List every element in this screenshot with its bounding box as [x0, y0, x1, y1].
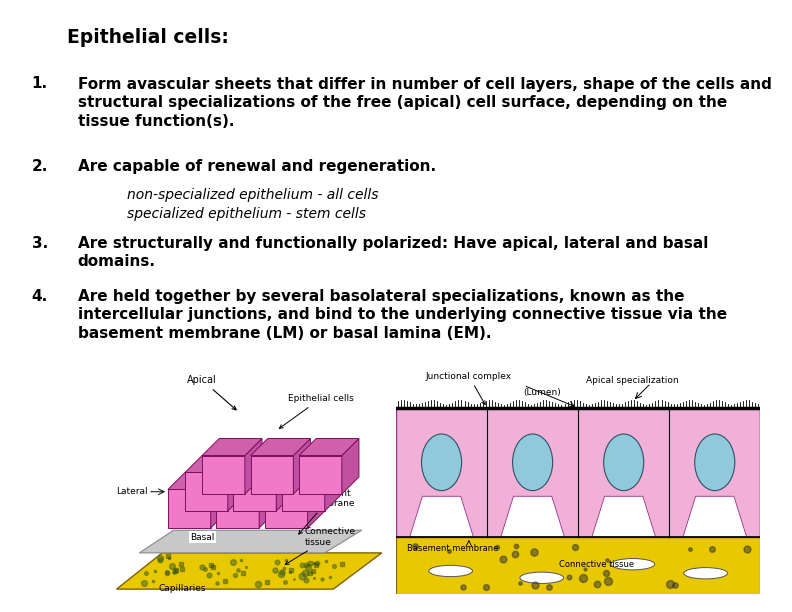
Text: Capillaries: Capillaries: [158, 583, 206, 592]
Polygon shape: [265, 472, 325, 490]
Text: Form avascular sheets that differ in number of cell layers, shape of the cells a: Form avascular sheets that differ in num…: [78, 76, 771, 129]
Polygon shape: [396, 408, 760, 537]
Ellipse shape: [604, 434, 644, 491]
Polygon shape: [228, 455, 245, 511]
Polygon shape: [234, 455, 293, 472]
Polygon shape: [245, 439, 262, 494]
Polygon shape: [265, 490, 307, 528]
Polygon shape: [139, 530, 362, 553]
Polygon shape: [282, 455, 342, 472]
Text: 4.: 4.: [32, 289, 48, 304]
Polygon shape: [396, 537, 760, 594]
Text: Connective
tissue: Connective tissue: [285, 528, 356, 564]
Ellipse shape: [520, 572, 564, 583]
Polygon shape: [116, 553, 382, 589]
Polygon shape: [185, 455, 245, 472]
Text: Epithelial cells: Epithelial cells: [280, 394, 353, 428]
Polygon shape: [185, 472, 228, 511]
Ellipse shape: [611, 559, 655, 570]
Polygon shape: [592, 496, 656, 537]
Polygon shape: [307, 472, 325, 528]
Text: Are structurally and functionally polarized: Have apical, lateral and basal
doma: Are structurally and functionally polari…: [78, 236, 708, 269]
Text: Lateral: Lateral: [116, 487, 148, 496]
Polygon shape: [282, 472, 325, 511]
Text: Basement
membrane: Basement membrane: [299, 489, 354, 534]
Polygon shape: [250, 455, 293, 494]
Polygon shape: [342, 439, 359, 494]
Text: specialized epithelium - stem cells: specialized epithelium - stem cells: [127, 207, 366, 221]
Polygon shape: [202, 439, 262, 455]
Ellipse shape: [512, 434, 553, 491]
Text: 3.: 3.: [32, 236, 48, 251]
Ellipse shape: [428, 565, 473, 577]
Polygon shape: [216, 490, 259, 528]
Text: Apical specialization: Apical specialization: [587, 376, 679, 386]
Ellipse shape: [421, 434, 462, 491]
Polygon shape: [501, 496, 565, 537]
Text: Epithelial cells:: Epithelial cells:: [67, 28, 229, 47]
Text: Are capable of renewal and regeneration.: Are capable of renewal and regeneration.: [78, 159, 436, 174]
Polygon shape: [293, 439, 310, 494]
Polygon shape: [325, 455, 342, 511]
Text: Connective tissue: Connective tissue: [559, 560, 634, 569]
Text: (Lumen): (Lumen): [523, 387, 561, 397]
Text: 2.: 2.: [32, 159, 48, 174]
Polygon shape: [250, 439, 310, 455]
Polygon shape: [211, 472, 228, 528]
Polygon shape: [299, 439, 359, 455]
Polygon shape: [168, 472, 228, 490]
Polygon shape: [299, 455, 342, 494]
Polygon shape: [216, 472, 276, 490]
Polygon shape: [276, 455, 293, 511]
Polygon shape: [259, 472, 276, 528]
Polygon shape: [683, 496, 747, 537]
Text: Basement membrane: Basement membrane: [407, 544, 498, 553]
Text: Are held together by several basolateral specializations, known as the
intercell: Are held together by several basolateral…: [78, 289, 727, 341]
Text: non-specialized epithelium - all cells: non-specialized epithelium - all cells: [127, 188, 379, 203]
Ellipse shape: [695, 434, 735, 491]
Text: Basal: Basal: [190, 532, 215, 542]
Polygon shape: [202, 455, 245, 494]
Ellipse shape: [683, 567, 728, 579]
Polygon shape: [168, 490, 211, 528]
Polygon shape: [409, 496, 474, 537]
Text: Junctional complex: Junctional complex: [426, 371, 512, 405]
Text: Apical: Apical: [187, 375, 236, 410]
Polygon shape: [234, 472, 276, 511]
Text: 1.: 1.: [32, 76, 48, 92]
